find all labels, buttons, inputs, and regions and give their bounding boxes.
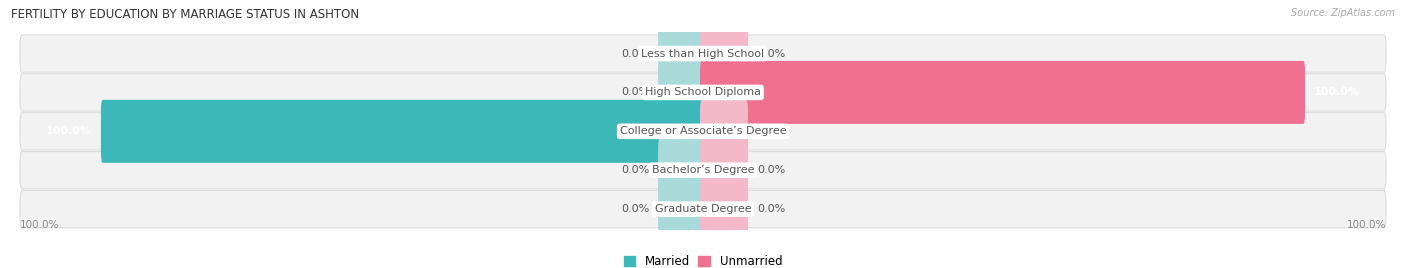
FancyBboxPatch shape — [20, 191, 1386, 228]
Text: 0.0%: 0.0% — [621, 165, 650, 175]
Text: 100.0%: 100.0% — [1347, 221, 1386, 230]
FancyBboxPatch shape — [700, 139, 748, 202]
Text: 0.0%: 0.0% — [756, 49, 785, 58]
Text: Less than High School: Less than High School — [641, 49, 765, 58]
FancyBboxPatch shape — [700, 61, 1305, 124]
Legend: Married, Unmarried: Married, Unmarried — [624, 255, 782, 268]
Text: 0.0%: 0.0% — [621, 204, 650, 214]
Text: FERTILITY BY EDUCATION BY MARRIAGE STATUS IN ASHTON: FERTILITY BY EDUCATION BY MARRIAGE STATU… — [11, 8, 360, 21]
Text: 0.0%: 0.0% — [756, 165, 785, 175]
Text: Source: ZipAtlas.com: Source: ZipAtlas.com — [1291, 8, 1395, 18]
FancyBboxPatch shape — [700, 100, 748, 163]
Text: High School Diploma: High School Diploma — [645, 87, 761, 98]
FancyBboxPatch shape — [20, 151, 1386, 189]
Text: 100.0%: 100.0% — [46, 126, 91, 136]
FancyBboxPatch shape — [20, 113, 1386, 150]
Text: 0.0%: 0.0% — [621, 49, 650, 58]
FancyBboxPatch shape — [700, 22, 748, 85]
Text: College or Associate’s Degree: College or Associate’s Degree — [620, 126, 786, 136]
FancyBboxPatch shape — [101, 100, 706, 163]
Text: 0.0%: 0.0% — [756, 204, 785, 214]
Text: 0.0%: 0.0% — [756, 126, 785, 136]
Text: Graduate Degree: Graduate Degree — [655, 204, 751, 214]
Text: 0.0%: 0.0% — [621, 87, 650, 98]
Text: Bachelor’s Degree: Bachelor’s Degree — [652, 165, 754, 175]
Text: 100.0%: 100.0% — [20, 221, 59, 230]
FancyBboxPatch shape — [20, 35, 1386, 72]
FancyBboxPatch shape — [658, 61, 706, 124]
FancyBboxPatch shape — [658, 22, 706, 85]
FancyBboxPatch shape — [20, 74, 1386, 111]
FancyBboxPatch shape — [658, 139, 706, 202]
Text: 100.0%: 100.0% — [1315, 87, 1360, 98]
FancyBboxPatch shape — [658, 178, 706, 241]
FancyBboxPatch shape — [700, 178, 748, 241]
